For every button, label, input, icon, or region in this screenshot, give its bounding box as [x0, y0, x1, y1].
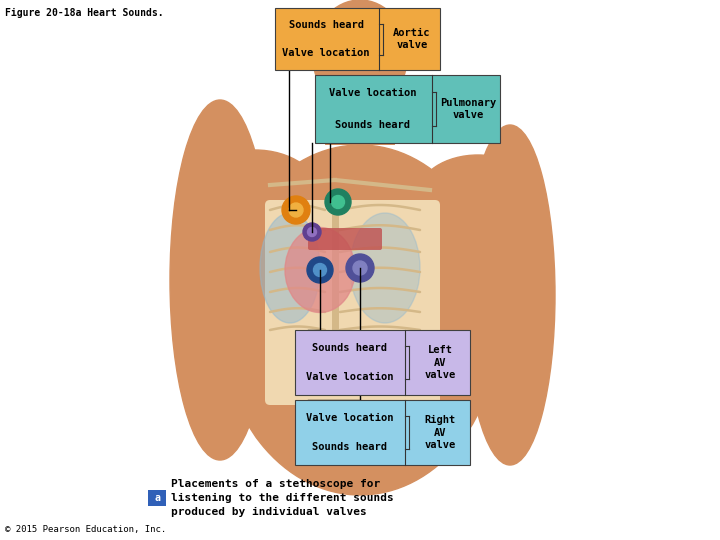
Ellipse shape	[260, 213, 320, 323]
Text: Sounds heard: Sounds heard	[289, 20, 364, 30]
Ellipse shape	[170, 100, 270, 460]
FancyBboxPatch shape	[308, 228, 382, 250]
Circle shape	[325, 189, 351, 215]
Ellipse shape	[465, 125, 555, 465]
Text: Valve location: Valve location	[328, 89, 416, 98]
Text: Aortic
valve: Aortic valve	[393, 28, 431, 50]
Text: a: a	[154, 493, 160, 503]
Polygon shape	[325, 95, 395, 145]
Ellipse shape	[190, 150, 320, 240]
Text: Placements of a stethoscope for
listening to the different sounds
produced by in: Placements of a stethoscope for listenin…	[171, 479, 394, 517]
FancyBboxPatch shape	[295, 400, 470, 465]
FancyBboxPatch shape	[148, 490, 166, 506]
Ellipse shape	[350, 213, 420, 323]
Circle shape	[346, 254, 374, 282]
Ellipse shape	[220, 145, 500, 495]
Ellipse shape	[312, 0, 408, 110]
Text: Figure 20-18a Heart Sounds.: Figure 20-18a Heart Sounds.	[5, 8, 163, 18]
Text: Valve location: Valve location	[282, 48, 370, 58]
FancyBboxPatch shape	[295, 330, 470, 395]
Text: Sounds heard: Sounds heard	[335, 120, 410, 130]
Circle shape	[307, 227, 317, 237]
Text: Valve location: Valve location	[305, 413, 393, 422]
FancyBboxPatch shape	[315, 75, 500, 143]
Circle shape	[331, 195, 344, 208]
Text: © 2015 Pearson Education, Inc.: © 2015 Pearson Education, Inc.	[5, 525, 166, 534]
Circle shape	[303, 223, 321, 241]
Ellipse shape	[418, 155, 538, 235]
Circle shape	[313, 264, 326, 276]
Ellipse shape	[285, 227, 355, 313]
Text: Sounds heard: Sounds heard	[312, 442, 387, 453]
Text: Right
AV
valve: Right AV valve	[425, 415, 456, 450]
Circle shape	[282, 196, 310, 224]
Text: Sounds heard: Sounds heard	[312, 342, 387, 353]
Text: Valve location: Valve location	[305, 373, 393, 382]
FancyBboxPatch shape	[265, 200, 440, 405]
Text: Left
AV
valve: Left AV valve	[425, 345, 456, 380]
Circle shape	[353, 261, 367, 275]
Text: Pulmonary
valve: Pulmonary valve	[441, 98, 497, 120]
Circle shape	[289, 203, 303, 217]
FancyBboxPatch shape	[275, 8, 440, 70]
Circle shape	[307, 257, 333, 283]
